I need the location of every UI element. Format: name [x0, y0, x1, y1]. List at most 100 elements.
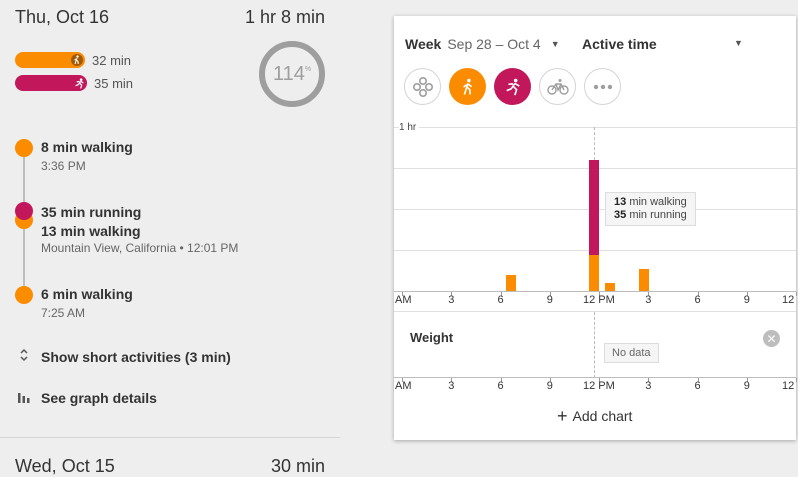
- x-tick-label: 3: [448, 380, 455, 392]
- walking-bar: [15, 52, 85, 68]
- x-tick-mark: [451, 292, 453, 296]
- period-selector[interactable]: Week Sep 28 – Oct 4 ▼: [405, 36, 746, 52]
- date-range: Sep 28 – Oct 4: [447, 36, 541, 52]
- x-tick-mark: [549, 378, 551, 382]
- x-tick-label: AM: [395, 294, 412, 306]
- goal-ring-label: 114%: [258, 40, 326, 108]
- x-tick-mark: [746, 292, 748, 296]
- x-tick-mark: [402, 378, 403, 382]
- plus-icon: +: [557, 406, 568, 426]
- metric-selector[interactable]: Active time: [582, 36, 657, 52]
- walking-dot: [15, 139, 33, 157]
- goal-ring[interactable]: 114%: [258, 40, 326, 108]
- x-tick-label: 3: [645, 294, 652, 306]
- no-data-label: No data: [604, 343, 659, 363]
- x-tick-label: 3: [645, 380, 652, 392]
- x-tick-label: 9: [743, 294, 750, 306]
- chart-tooltip: 13 min walking 35 min running: [605, 192, 696, 226]
- goal-unit: %: [304, 65, 312, 73]
- chart-card: Week Sep 28 – Oct 4 ▼ Active time ▼ 1 h: [394, 16, 797, 440]
- running-bar: [15, 75, 87, 91]
- current-time-marker: [594, 312, 595, 378]
- timeline-title[interactable]: 8 min walking: [41, 139, 133, 155]
- timeline-title[interactable]: 6 min walking: [41, 286, 133, 302]
- see-graph-details-button[interactable]: See graph details: [15, 390, 157, 406]
- chevron-down-icon[interactable]: ▼: [734, 38, 743, 48]
- walking-bar[interactable]: [605, 282, 616, 291]
- day-list: Thu, Oct 16 1 hr 8 min 32 min 35 min 114…: [0, 0, 340, 477]
- goal-percent: 114: [272, 62, 305, 85]
- walking-bar[interactable]: [505, 274, 516, 291]
- x-tick-label: 9: [546, 294, 553, 306]
- running-bar[interactable]: [588, 159, 599, 256]
- x-axis: [394, 377, 796, 378]
- biking-filter-button[interactable]: [539, 68, 576, 105]
- weight-chart-title: Weight: [410, 330, 454, 345]
- all-activities-button[interactable]: [404, 68, 441, 105]
- x-tick-mark: [599, 378, 600, 382]
- running-duration: 35 min: [94, 75, 134, 91]
- biking-icon: [546, 78, 569, 95]
- day-date: Wed, Oct 15: [15, 456, 115, 476]
- x-tick-mark: [549, 292, 551, 296]
- x-tick-mark: [746, 378, 748, 382]
- x-tick-mark: [599, 292, 600, 296]
- x-tick-mark: [796, 378, 797, 382]
- x-tick-label: 6: [497, 294, 504, 306]
- walking-filter-button[interactable]: [449, 68, 486, 105]
- x-tick-label: 12: [782, 294, 795, 306]
- timeline-time: 7:25 AM: [41, 306, 86, 320]
- more-activities-button[interactable]: [584, 68, 621, 105]
- all-activities-icon: [412, 76, 433, 97]
- x-tick-label: 3: [448, 294, 455, 306]
- running-dot: [15, 202, 33, 220]
- timeline-time: 3:36 PM: [41, 159, 86, 173]
- day-date: Thu, Oct 16: [15, 7, 110, 27]
- y-axis-label: 1 hr: [399, 122, 420, 133]
- tooltip-run-text: min running: [629, 209, 687, 221]
- x-tick-label: 6: [694, 294, 701, 306]
- running-summary: 35 min: [15, 75, 133, 91]
- x-tick-label: AM: [395, 380, 412, 392]
- walking-icon: [462, 78, 472, 95]
- remove-chart-button[interactable]: ✕: [763, 330, 780, 347]
- walking-bar[interactable]: [588, 255, 599, 291]
- running-icon: [73, 77, 85, 89]
- divider: [0, 437, 340, 438]
- x-tick-mark: [500, 292, 502, 296]
- walking-bar[interactable]: [638, 269, 649, 291]
- x-tick-mark: [648, 378, 650, 382]
- expand-icon: [15, 348, 33, 365]
- day-header[interactable]: Thu, Oct 16 1 hr 8 min: [15, 7, 325, 28]
- walking-icon: [71, 54, 83, 66]
- x-tick-mark: [697, 292, 699, 296]
- walking-duration: 32 min: [92, 52, 132, 68]
- running-icon: [505, 78, 520, 95]
- more-icon: [593, 84, 612, 89]
- day-header[interactable]: Wed, Oct 15 30 min: [15, 456, 325, 477]
- x-axis: [394, 291, 796, 292]
- running-filter-button[interactable]: [494, 68, 531, 105]
- add-chart-button[interactable]: + Add chart: [557, 406, 633, 426]
- x-tick-label: 6: [694, 380, 701, 392]
- x-tick-mark: [451, 378, 453, 382]
- close-icon: ✕: [766, 331, 777, 346]
- timeline-location-time: Mountain View, California • 12:01 PM: [41, 241, 239, 255]
- x-tick-mark: [796, 292, 797, 296]
- period-label: Week: [405, 36, 442, 52]
- gridline: [394, 127, 796, 128]
- walking-dot: [15, 286, 33, 304]
- timeline-title[interactable]: 35 min running: [41, 204, 142, 220]
- tooltip-walk-text: min walking: [629, 196, 687, 208]
- tooltip-run-value: 35: [614, 209, 627, 221]
- see-graph-details-label: See graph details: [41, 390, 157, 406]
- day-total: 1 hr 8 min: [244, 7, 325, 27]
- goal-ring-graphic: [259, 41, 325, 107]
- x-tick-label: 12 PM: [583, 294, 615, 306]
- x-tick-label: 12 PM: [583, 380, 615, 392]
- add-chart-label: Add chart: [572, 408, 633, 424]
- x-tick-mark: [500, 378, 502, 382]
- timeline-title-secondary[interactable]: 13 min walking: [41, 223, 141, 239]
- show-short-activities-button[interactable]: Show short activities (3 min): [15, 348, 231, 365]
- walking-summary: 32 min: [15, 52, 131, 68]
